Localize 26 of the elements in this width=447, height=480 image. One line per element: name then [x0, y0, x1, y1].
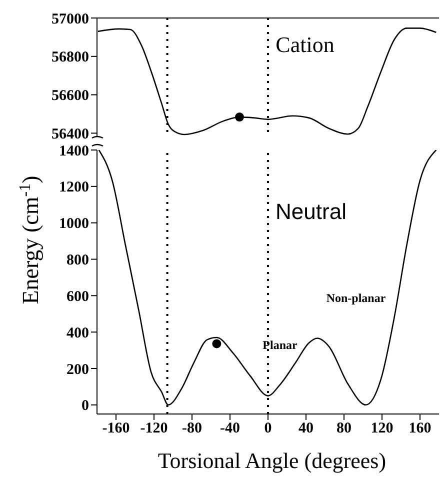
x-axis-title: Torsional Angle (degrees): [158, 448, 386, 473]
annotation: Neutral: [276, 199, 346, 224]
y-tick-label: 56600: [52, 88, 89, 104]
x-tick-label: 80: [336, 420, 352, 437]
x-tick-label: -40: [220, 420, 240, 437]
x-tick-label: 40: [298, 420, 314, 437]
annotation: Non-planar: [326, 291, 386, 305]
y-tick-label: 0: [82, 398, 89, 414]
y-tick-label: 1400: [59, 143, 89, 160]
y-tick-label: 1200: [59, 180, 89, 196]
x-tick-label: 0: [264, 420, 272, 437]
x-tick-label: -120: [140, 420, 168, 437]
annotation: Planar: [262, 338, 298, 352]
x-tick-label: 160: [408, 420, 432, 437]
x-tick-label: -160: [102, 420, 130, 437]
y-tick-label: 600: [66, 288, 89, 305]
x-tick-label: 120: [370, 420, 394, 437]
y-tick-label: 56400: [52, 126, 89, 142]
x-tick-label: -80: [182, 420, 202, 437]
y-tick-label: 56800: [52, 50, 89, 66]
y-tick-label: 1000: [59, 216, 89, 232]
y-tick-label: 400: [66, 325, 89, 342]
annotation: Cation: [276, 32, 334, 57]
y-tick-label: 57000: [52, 11, 89, 28]
y-tick-label: 800: [66, 252, 89, 269]
y-tick-label: 200: [66, 362, 89, 378]
